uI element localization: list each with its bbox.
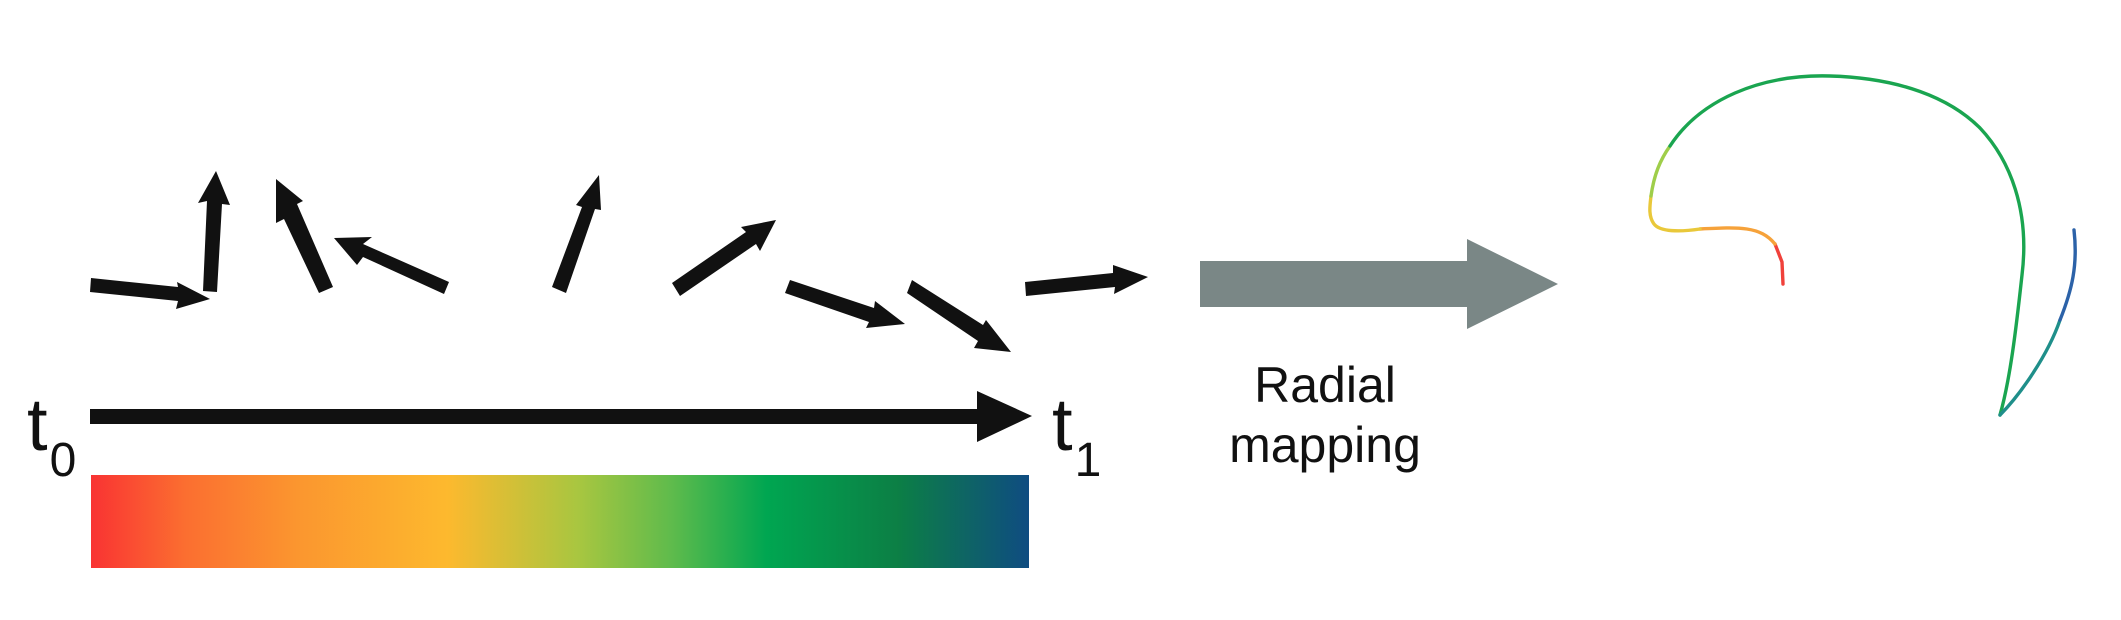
radial-curve-yellow-segment — [1648, 194, 1702, 233]
radial-curve-lightgreen-segment — [1649, 144, 1672, 198]
arrow-icon — [1025, 265, 1148, 296]
radial-curve-teal-segment — [1998, 318, 2062, 417]
radial-curve — [1648, 74, 2077, 417]
arrow-icon — [276, 179, 333, 293]
radial-curve-blue-segment — [2058, 228, 2077, 322]
t0-label: t0 — [27, 388, 76, 485]
radial-curve-green-segment — [1668, 74, 2026, 417]
t0-subscript: 0 — [49, 434, 77, 487]
radial-mapping-label: Radial mapping — [1190, 355, 1460, 475]
timeline — [90, 391, 1032, 442]
arrow-icon — [907, 280, 1011, 352]
t1-subscript: 1 — [1074, 434, 1102, 487]
timeline-shaft — [90, 409, 980, 424]
t1-label: t1 — [1052, 388, 1101, 485]
vector-arrows — [90, 171, 1148, 352]
arrow-icon — [785, 280, 905, 328]
t0-base: t — [27, 383, 48, 466]
arrow-right-icon — [977, 391, 1032, 442]
arrow-icon — [198, 171, 230, 292]
arrow-icon — [334, 237, 449, 294]
arrow-icon — [552, 175, 601, 293]
arrow-icon — [90, 278, 210, 309]
colorbar — [91, 475, 1029, 568]
arrow-icon — [672, 220, 776, 296]
block-arrow-right-icon — [1200, 239, 1558, 329]
t1-base: t — [1052, 383, 1073, 466]
radial-curve-red-segment — [1773, 242, 1785, 286]
radial-curve-orange-segment — [1698, 226, 1777, 246]
radial-mapping-line1: Radial — [1254, 357, 1396, 413]
radial-mapping-line2: mapping — [1229, 417, 1421, 473]
